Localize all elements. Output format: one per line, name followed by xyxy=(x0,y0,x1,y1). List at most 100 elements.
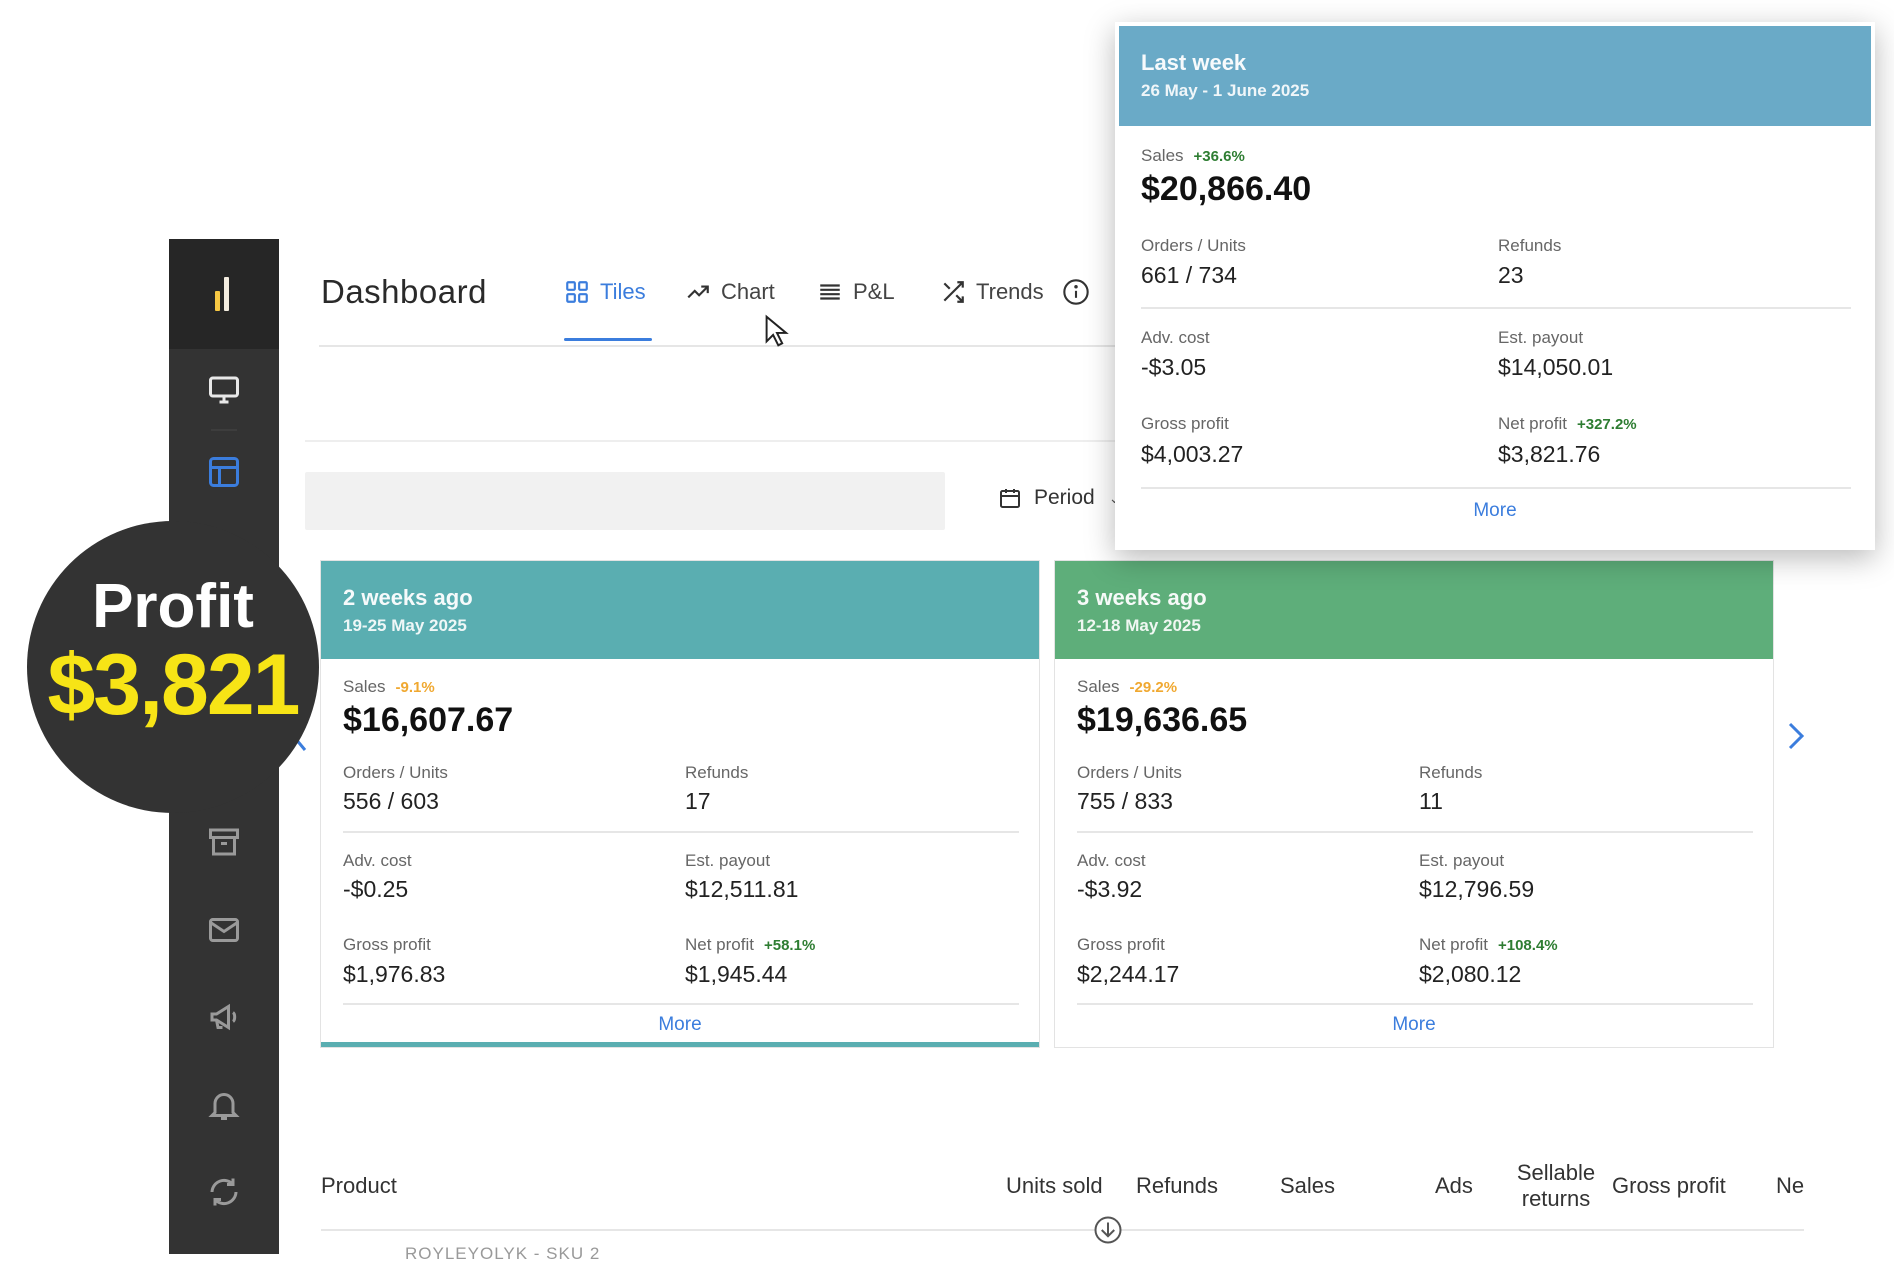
card-divider xyxy=(343,1003,1019,1005)
profit-badge-value: $3,821 xyxy=(47,637,300,733)
refunds-label: Refunds xyxy=(1419,763,1483,782)
chevron-down-icon: ⌄ xyxy=(1109,490,1121,507)
card-dates: 12-18 May 2025 xyxy=(1077,616,1201,635)
sales-value: $20,866.40 xyxy=(1141,170,1312,208)
orders-label: Orders / Units xyxy=(343,763,448,782)
payout-value: $12,511.81 xyxy=(685,876,799,902)
period-selector[interactable]: Period ⌄ xyxy=(998,486,1120,510)
more-link[interactable]: More xyxy=(658,1014,702,1035)
sidebar-logo-area xyxy=(169,239,279,349)
card-dates: 26 May - 1 June 2025 xyxy=(1141,81,1310,100)
section-divider xyxy=(305,440,1205,442)
gross-profit-value: $1,976.83 xyxy=(343,961,446,987)
orders-label: Orders / Units xyxy=(1077,763,1182,782)
card-header: 3 weeks ago 12-18 May 2025 xyxy=(1055,561,1773,659)
net-profit-label: Net profit +58.1% xyxy=(685,935,816,954)
list-lines-icon xyxy=(820,284,840,300)
payout-label: Est. payout xyxy=(1419,851,1505,870)
mail-icon[interactable] xyxy=(206,912,242,948)
card-divider xyxy=(343,831,1019,833)
shuffle-icon xyxy=(943,281,964,303)
tab-label: Tiles xyxy=(600,279,646,304)
sales-label: Sales -29.2% xyxy=(1077,677,1178,696)
column-units-sold[interactable]: Units sold xyxy=(1006,1173,1103,1198)
sync-icon[interactable] xyxy=(206,1174,242,1210)
payout-label: Est. payout xyxy=(685,851,771,870)
net-profit-value: $1,945.44 xyxy=(685,961,788,987)
adv-cost-value: -$0.25 xyxy=(343,876,409,902)
column-gross-profit[interactable]: Gross profit xyxy=(1612,1173,1726,1198)
net-profit-value: $3,821.76 xyxy=(1498,441,1601,467)
tab-label: Trends xyxy=(976,279,1044,304)
tab-tiles[interactable]: Tiles xyxy=(564,275,646,309)
mouse-cursor-icon xyxy=(765,314,789,347)
net-profit-value: $2,080.12 xyxy=(1419,961,1522,987)
column-ads[interactable]: Ads xyxy=(1435,1173,1473,1198)
search-input[interactable] xyxy=(305,472,945,530)
more-link[interactable]: More xyxy=(1392,1014,1436,1035)
card-divider xyxy=(1141,307,1851,309)
monitor-icon[interactable] xyxy=(206,372,242,408)
table-header-divider xyxy=(321,1229,1804,1231)
adv-cost-label: Adv. cost xyxy=(343,851,412,870)
sales-label: Sales +36.6% xyxy=(1141,146,1245,165)
refunds-value: 11 xyxy=(1419,788,1443,814)
period-card-2-weeks: 2 weeks ago 19-25 May 2025 Sales -9.1% $1… xyxy=(320,560,1040,1048)
profit-badge: Profit $3,821 xyxy=(27,521,319,813)
orders-value: 661 / 734 xyxy=(1141,262,1237,288)
refunds-label: Refunds xyxy=(685,763,749,782)
arrow-down-icon[interactable] xyxy=(1093,1215,1123,1245)
column-refunds[interactable]: Refunds xyxy=(1136,1173,1218,1198)
card-dates: 19-25 May 2025 xyxy=(343,616,467,635)
period-label: Period xyxy=(1034,486,1095,509)
column-sellable-returns[interactable]: Sellable returns xyxy=(1516,1160,1596,1211)
megaphone-icon[interactable] xyxy=(206,999,242,1035)
sales-value: $16,607.67 xyxy=(343,701,514,739)
card-title: 2 weeks ago xyxy=(343,585,473,610)
card-title: 3 weeks ago xyxy=(1077,585,1207,610)
column-product[interactable]: Product xyxy=(321,1173,397,1198)
refunds-label: Refunds xyxy=(1498,236,1562,255)
tab-trends[interactable]: Trends xyxy=(940,275,1044,309)
header-divider xyxy=(319,345,1219,347)
card-divider xyxy=(1077,1003,1753,1005)
net-profit-change: +58.1% xyxy=(763,937,816,954)
dashboard-layout-icon[interactable] xyxy=(206,454,242,490)
payout-value: $14,050.01 xyxy=(1498,354,1614,380)
column-net-profit[interactable]: Ne xyxy=(1776,1173,1805,1198)
refunds-value: 17 xyxy=(685,788,711,814)
tab-pnl[interactable]: P&L xyxy=(817,275,895,309)
card-header: 2 weeks ago 19-25 May 2025 xyxy=(321,561,1039,659)
card-bottom-bar xyxy=(321,1042,1039,1047)
sales-change: -9.1% xyxy=(395,679,435,696)
period-card-last-week: Last week 26 May - 1 June 2025 Sales +36.… xyxy=(1115,22,1875,550)
sidebar-divider xyxy=(211,429,237,431)
net-profit-change: +327.2% xyxy=(1576,416,1637,433)
calendar-icon xyxy=(1000,489,1020,508)
gross-profit-value: $2,244.17 xyxy=(1077,961,1180,987)
adv-cost-label: Adv. cost xyxy=(1077,851,1146,870)
archive-icon[interactable] xyxy=(206,824,242,860)
card-divider xyxy=(1077,831,1753,833)
adv-cost-value: -$3.92 xyxy=(1077,876,1143,902)
tab-label: P&L xyxy=(853,279,895,304)
info-icon[interactable] xyxy=(1062,278,1090,306)
trend-line-icon xyxy=(687,285,709,299)
sales-label: Sales -9.1% xyxy=(343,677,435,696)
column-sales[interactable]: Sales xyxy=(1280,1173,1336,1198)
sales-value: $19,636.65 xyxy=(1077,701,1248,739)
more-link[interactable]: More xyxy=(1473,500,1517,521)
sales-change: +36.6% xyxy=(1193,148,1245,165)
page-title: Dashboard xyxy=(321,273,487,310)
card-title: Last week xyxy=(1141,50,1247,75)
bell-icon[interactable] xyxy=(206,1087,242,1123)
logo-icon[interactable] xyxy=(215,277,235,311)
tab-chart[interactable]: Chart xyxy=(685,275,775,309)
tab-label: Chart xyxy=(721,279,775,304)
card-divider xyxy=(1141,487,1851,489)
table-row[interactable]: ROYLEYOLYK - SKU 2 xyxy=(405,1244,601,1263)
period-card-3-weeks: 3 weeks ago 12-18 May 2025 Sales -29.2% $… xyxy=(1054,560,1774,1048)
chevron-right-icon[interactable] xyxy=(1782,720,1808,752)
gross-profit-label: Gross profit xyxy=(1141,414,1229,433)
orders-label: Orders / Units xyxy=(1141,236,1246,255)
